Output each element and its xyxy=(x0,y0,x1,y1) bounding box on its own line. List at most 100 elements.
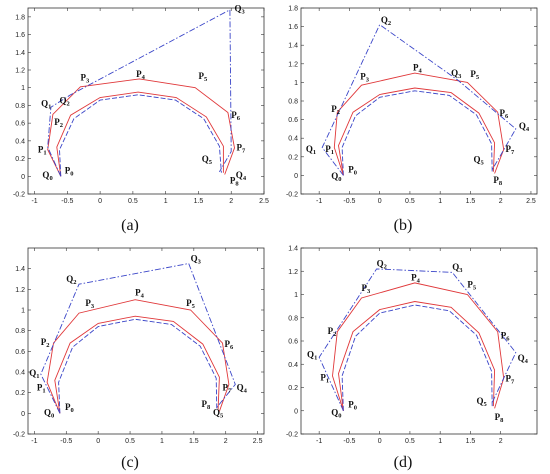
q-point-label: Q0 xyxy=(331,171,341,183)
q-point-label: Q4 xyxy=(237,383,248,395)
y-tick-label: 1.8 xyxy=(15,14,25,21)
p-point-label: P8 xyxy=(495,412,505,424)
y-tick-label: 0.6 xyxy=(288,339,298,346)
y-tick-label: 1.4 xyxy=(288,246,298,253)
p-point-label: P0 xyxy=(348,399,357,411)
y-tick-label: 0.4 xyxy=(15,138,25,145)
panel-caption: (a) xyxy=(121,217,139,234)
p-point-label: P6 xyxy=(231,110,241,122)
plot-frame xyxy=(27,7,265,195)
curve-outer xyxy=(54,315,220,414)
q-control-polygon xyxy=(40,262,236,414)
y-tick-label: 1 xyxy=(21,85,25,92)
q-point-label: Q5 xyxy=(213,407,224,419)
p-control-polygon xyxy=(333,72,505,176)
q-point-label: Q2 xyxy=(377,259,387,271)
y-tick-label: -0.2 xyxy=(286,432,298,439)
p-point-label: P2 xyxy=(54,117,63,129)
x-tick-label: 0 xyxy=(96,438,100,445)
curve-inner xyxy=(59,94,222,177)
q-point-label: Q2 xyxy=(381,15,391,27)
y-tick-label: 1.4 xyxy=(288,43,298,50)
p-point-label: P3 xyxy=(80,73,90,85)
p-point-label: P5 xyxy=(470,69,480,81)
y-tick-label: 0 xyxy=(294,408,298,415)
y-tick-label: 0.8 xyxy=(15,328,25,335)
p-point-label: P1 xyxy=(320,373,329,385)
x-tick-label: 2.5 xyxy=(259,198,269,205)
y-tick-label: 0.2 xyxy=(288,154,298,161)
q-point-label: Q4 xyxy=(518,353,529,365)
p-point-label: P5 xyxy=(198,71,208,83)
y-tick-label: 0 xyxy=(21,174,25,181)
x-tick-label: 0 xyxy=(98,198,102,205)
p-point-label: P3 xyxy=(362,283,372,295)
p-point-label: P1 xyxy=(325,144,334,156)
y-tick-label: 0 xyxy=(21,411,25,418)
p-point-label: P6 xyxy=(224,339,234,351)
y-tick-label: -0.2 xyxy=(13,432,25,439)
x-tick-label: -1 xyxy=(31,198,37,205)
x-tick-label: 0 xyxy=(378,198,382,205)
x-tick-label: -1 xyxy=(31,438,37,445)
x-tick-label: -0.5 xyxy=(343,198,355,205)
x-tick-label: 1.5 xyxy=(466,198,476,205)
plot-frame xyxy=(27,247,265,435)
y-tick-label: 0.8 xyxy=(15,103,25,110)
y-tick-label: 1.2 xyxy=(288,269,298,276)
p-point-label: P4 xyxy=(411,273,421,285)
q-point-label: Q1 xyxy=(41,98,51,110)
x-tick-label: 0 xyxy=(378,438,382,445)
p-point-label: P1 xyxy=(38,144,47,156)
x-tick-label: 2 xyxy=(499,198,503,205)
q-point-label: Q1 xyxy=(306,144,316,156)
p-point-label: P8 xyxy=(493,175,503,187)
y-tick-label: 0.4 xyxy=(288,136,298,143)
p-point-label: P3 xyxy=(360,72,370,84)
curve-outer xyxy=(338,301,496,411)
y-tick-label: 1 xyxy=(21,308,25,315)
p-point-label: P4 xyxy=(136,69,146,81)
y-tick-label: 1.2 xyxy=(15,287,25,294)
x-tick-label: 1.5 xyxy=(466,438,476,445)
p-point-label: P2 xyxy=(328,326,337,338)
p-point-label: P0 xyxy=(348,165,357,177)
y-tick-label: 1.6 xyxy=(288,24,298,31)
p-point-label: P0 xyxy=(65,166,74,178)
y-tick-label: 1 xyxy=(294,80,298,87)
y-tick-label: 0.4 xyxy=(288,362,298,369)
p-point-label: P1 xyxy=(37,383,46,395)
curve-inner xyxy=(341,90,493,176)
y-tick-label: 1.4 xyxy=(15,266,25,273)
p-point-label: P7 xyxy=(223,383,233,395)
panel-caption: (b) xyxy=(394,217,413,234)
x-tick-label: -1 xyxy=(316,198,322,205)
p-point-label: P4 xyxy=(413,62,423,74)
panel-a: -1 -0.5 0 0.5 1 1.5 2 2.5 -0.2 0 0.2 0.4 0.6 0.8 1 1.2 1… xyxy=(13,4,269,234)
p-point-label: P7 xyxy=(506,144,516,156)
y-tick-label: 1 xyxy=(294,292,298,299)
q-point-label: Q4 xyxy=(236,170,247,182)
y-tick-label: 1.2 xyxy=(288,61,298,68)
p-point-label: P6 xyxy=(501,331,511,343)
x-tick-label: 2.5 xyxy=(526,198,536,205)
p-point-label: P5 xyxy=(186,298,196,310)
x-tick-label: -0.5 xyxy=(60,438,72,445)
q-point-label: Q2 xyxy=(66,274,76,286)
curve-inner xyxy=(341,304,493,411)
x-tick-label: 1 xyxy=(164,198,168,205)
y-tick-label: 1.8 xyxy=(288,6,298,13)
q-point-label: Q0 xyxy=(42,170,52,182)
p-point-label: P0 xyxy=(65,402,74,414)
q-point-label: Q3 xyxy=(191,253,202,265)
x-tick-label: 0.5 xyxy=(128,198,138,205)
p-point-label: P5 xyxy=(467,280,477,292)
q-point-label: Q0 xyxy=(44,407,54,419)
q-point-label: Q3 xyxy=(235,4,246,16)
p-control-polygon xyxy=(46,299,230,414)
q-point-label: Q5 xyxy=(476,396,487,408)
y-tick-label: 0.6 xyxy=(15,121,25,128)
y-tick-label: 1.6 xyxy=(15,32,25,39)
x-tick-label: 1 xyxy=(438,198,442,205)
q-control-polygon xyxy=(318,268,517,411)
